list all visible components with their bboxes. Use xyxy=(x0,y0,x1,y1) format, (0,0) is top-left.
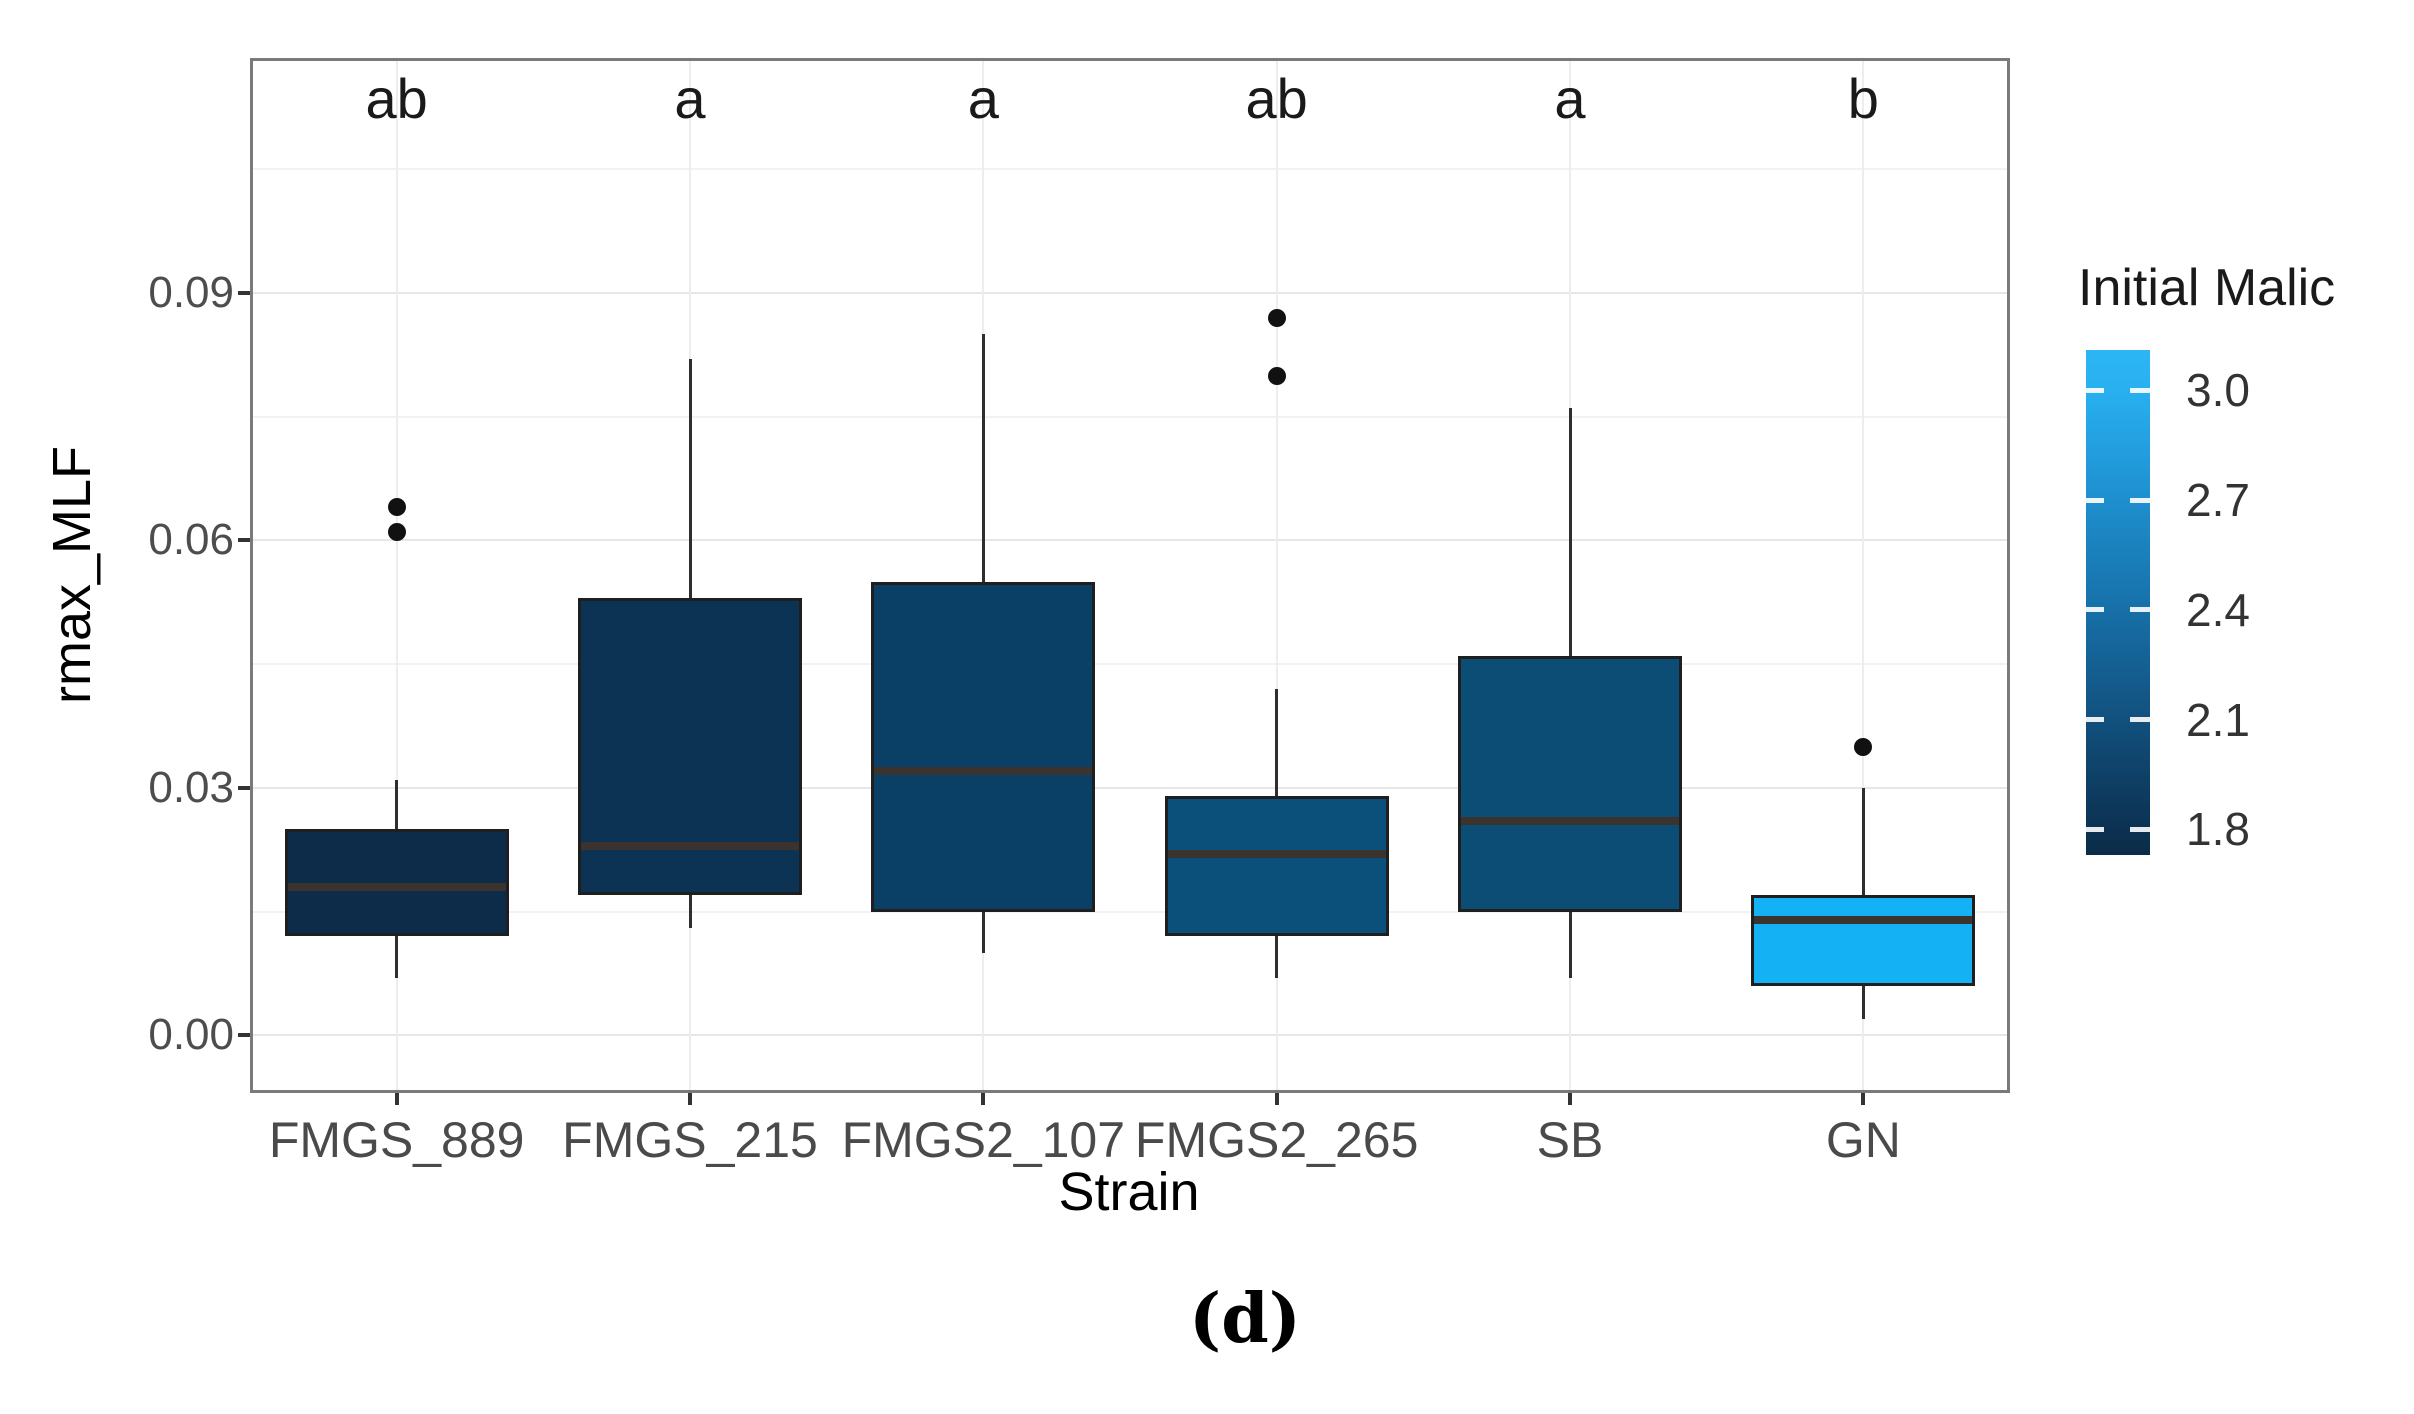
boxplot-whisker-upper xyxy=(1861,787,1865,896)
gridline-vertical xyxy=(1275,61,1278,1090)
y-tick xyxy=(238,291,250,296)
boxplot-whisker-upper xyxy=(395,779,399,830)
gridline-vertical xyxy=(395,61,398,1090)
gridline-minor xyxy=(253,663,2007,666)
y-tick-label: 0.09 xyxy=(148,268,234,318)
boxplot-box xyxy=(578,598,802,896)
outlier-point xyxy=(1267,308,1286,327)
y-tick xyxy=(238,1033,250,1038)
legend-tick-notch xyxy=(2086,607,2104,613)
gridline-minor xyxy=(253,168,2007,171)
x-tick xyxy=(981,1093,986,1105)
boxplot-median xyxy=(1167,849,1386,858)
x-tick xyxy=(1568,1093,1572,1105)
legend-tick-notch xyxy=(2130,607,2150,613)
significance-letter: a xyxy=(967,67,999,131)
boxplot-box xyxy=(1751,895,1976,986)
legend-tick-label: 2.1 xyxy=(2186,693,2250,746)
legend-tick-notch xyxy=(2086,387,2104,393)
x-tick-label: GN xyxy=(1825,1112,1901,1168)
outlier-point xyxy=(387,523,406,542)
legend-tick-label: 2.4 xyxy=(2186,583,2250,636)
y-tick-label: 0.00 xyxy=(148,1010,234,1060)
y-axis-title: rmax_MLF xyxy=(42,445,102,705)
gridline-major xyxy=(253,786,2007,789)
gridline-vertical xyxy=(1862,61,1865,1090)
gridline-major xyxy=(253,1034,2007,1037)
boxplot-median xyxy=(581,841,799,850)
x-tick-label: FMGS_889 xyxy=(268,1112,525,1168)
x-tick-label: FMGS2_107 xyxy=(841,1112,1126,1168)
x-tick-label: FMGS_215 xyxy=(562,1112,818,1168)
significance-letter: a xyxy=(1554,67,1586,131)
gridline-major xyxy=(253,539,2007,542)
significance-letter: ab xyxy=(365,67,428,131)
x-axis-title: Strain xyxy=(1058,1162,1200,1222)
legend-tick-notch xyxy=(2130,387,2150,393)
boxplot-whisker-lower xyxy=(1568,911,1572,978)
boxplot-box xyxy=(871,581,1096,912)
significance-letter: a xyxy=(674,67,706,131)
boxplot-median xyxy=(1754,915,1973,924)
boxplot-median xyxy=(1461,816,1679,825)
gridline-major xyxy=(253,292,2007,295)
y-tick-label: 0.03 xyxy=(148,762,234,812)
legend-tick-notch xyxy=(2086,497,2104,503)
outlier-point xyxy=(387,498,406,517)
legend-title: Initial Malic xyxy=(2078,259,2336,317)
x-tick xyxy=(688,1093,692,1105)
x-tick-label: SB xyxy=(1536,1112,1604,1168)
legend-tick-notch xyxy=(2130,717,2150,723)
legend-tick-notch xyxy=(2130,826,2150,832)
x-tick xyxy=(1861,1093,1866,1105)
figure-caption: (d) xyxy=(1189,1279,1301,1359)
legend-tick-label: 2.7 xyxy=(2186,474,2250,527)
y-tick xyxy=(238,785,250,790)
plot-panel xyxy=(250,58,2010,1093)
y-tick-label: 0.06 xyxy=(148,515,234,565)
boxplot-whisker-lower xyxy=(688,895,692,929)
boxplot-median xyxy=(287,882,506,891)
boxplot-box xyxy=(284,829,509,937)
boxplot-whisker-lower xyxy=(395,936,399,978)
y-tick xyxy=(238,538,250,543)
boxplot-whisker-lower xyxy=(1275,936,1279,978)
boxplot-box xyxy=(1458,655,1682,912)
significance-letter: ab xyxy=(1245,67,1308,131)
boxplot-whisker-upper xyxy=(981,334,985,582)
outlier-point xyxy=(1267,366,1286,385)
boxplot-box xyxy=(1164,796,1389,937)
boxplot-whisker-lower xyxy=(1861,985,1865,1019)
gridline-minor xyxy=(253,910,2007,913)
legend-tick-notch xyxy=(2086,717,2104,723)
legend-gradient-bar xyxy=(2086,350,2150,855)
boxplot-whisker-upper xyxy=(688,359,692,599)
boxplot-median xyxy=(874,767,1093,776)
legend-tick-notch xyxy=(2130,497,2150,503)
x-tick xyxy=(394,1093,399,1105)
legend-tick-notch xyxy=(2086,826,2104,832)
gridline-minor xyxy=(253,415,2007,418)
significance-letter: b xyxy=(1847,67,1879,131)
outlier-point xyxy=(1854,737,1873,756)
boxplot-whisker-lower xyxy=(981,911,985,953)
x-tick-label: FMGS2_265 xyxy=(1134,1112,1419,1168)
boxplot-whisker-upper xyxy=(1568,408,1572,656)
x-tick xyxy=(1274,1093,1279,1105)
boxplot-whisker-upper xyxy=(1275,688,1279,797)
legend-tick-label: 3.0 xyxy=(2186,364,2250,417)
legend-tick-label: 1.8 xyxy=(2186,803,2250,856)
